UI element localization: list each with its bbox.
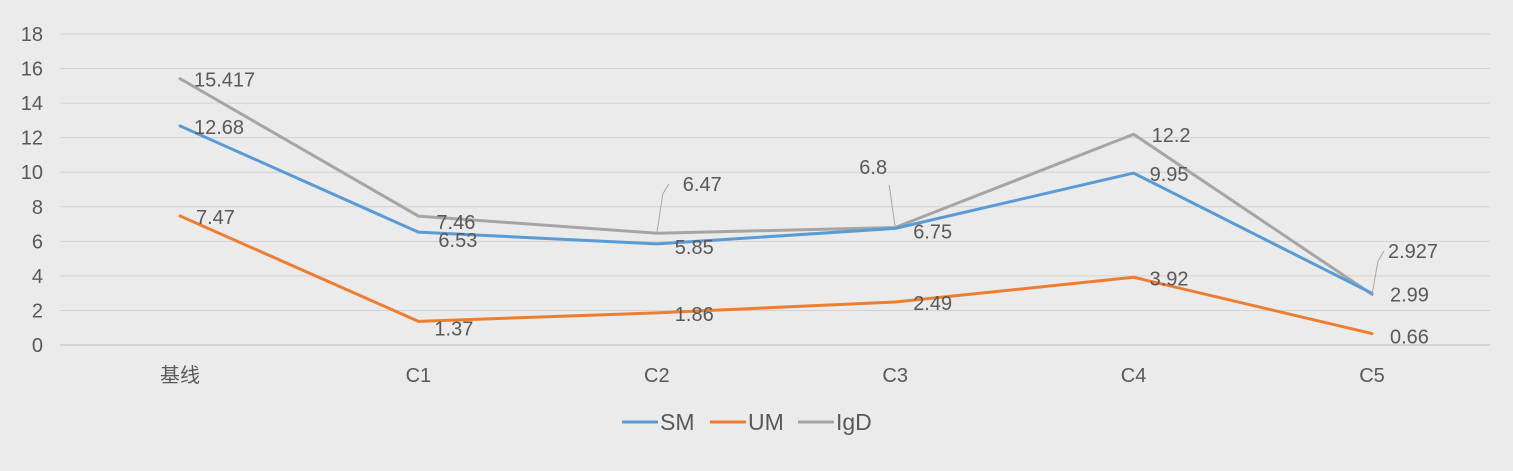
data-label-sm: 6.75: [913, 221, 952, 243]
data-label-um: 1.37: [434, 318, 473, 340]
data-label-igd: 15.417: [194, 70, 255, 92]
leader-line: [888, 184, 896, 228]
data-label-sm: 12.68: [194, 117, 244, 139]
y-tick-label: 18: [21, 24, 43, 46]
y-tick-label: 2: [32, 300, 43, 322]
x-tick-label: C1: [406, 365, 432, 387]
x-tick-label: C4: [1121, 365, 1147, 387]
data-label-sm: 5.85: [675, 237, 714, 259]
series-line-igd: [178, 77, 1374, 296]
data-label-sm: 9.95: [1150, 164, 1189, 186]
data-label-igd: 6.47: [683, 174, 722, 196]
legend-label-sm: SM: [660, 409, 695, 435]
y-tick-label: 14: [21, 93, 43, 115]
data-label-igd: 12.2: [1152, 125, 1191, 147]
data-label-igd: 2.927: [1388, 241, 1438, 263]
y-tick-label: 0: [32, 335, 43, 357]
data-label-igd: 7.46: [436, 212, 475, 234]
data-label-igd: 6.8: [859, 157, 887, 179]
series-line-um: [178, 214, 1374, 336]
x-tick-label: 基线: [160, 364, 200, 387]
y-tick-label: 4: [32, 266, 43, 288]
y-tick-label: 8: [32, 197, 43, 219]
y-tick-label: 10: [21, 162, 43, 184]
legend-label-um: UM: [748, 409, 784, 435]
leader-line: [656, 183, 670, 234]
x-tick-label: C3: [882, 365, 908, 387]
data-label-sm: 2.99: [1390, 284, 1429, 306]
leader-line: [1371, 250, 1385, 295]
y-tick-label: 6: [32, 231, 43, 253]
data-label-um: 7.47: [196, 207, 235, 229]
legend-label-igd: IgD: [836, 409, 872, 435]
series-line-sm: [178, 124, 1374, 295]
y-tick-label: 12: [21, 128, 43, 150]
data-label-um: 3.92: [1150, 268, 1189, 290]
data-label-um: 2.49: [913, 293, 952, 315]
data-label-um: 0.66: [1390, 327, 1429, 349]
data-label-sm: 6.53: [438, 230, 477, 252]
x-tick-label: C2: [644, 365, 670, 387]
y-tick-label: 16: [21, 59, 43, 81]
x-tick-label: C5: [1359, 365, 1385, 387]
data-label-um: 1.86: [675, 304, 714, 326]
